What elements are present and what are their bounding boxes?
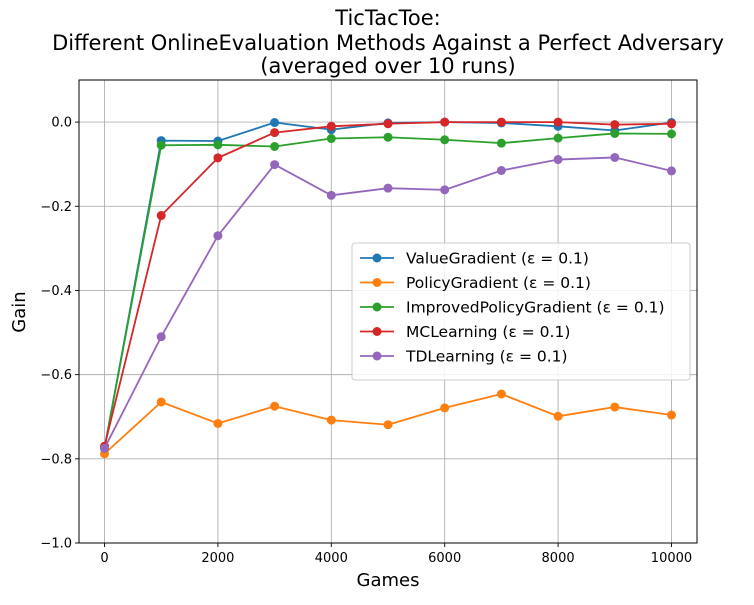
chart-title-line-1: TicTacToe: [334, 6, 440, 30]
legend-box [351, 242, 691, 381]
data-point [610, 120, 620, 130]
legend-item: ImprovedPolicyGradient (ε = 0.1) [360, 299, 665, 317]
series-1 [100, 389, 676, 459]
data-point [383, 132, 393, 142]
legend-label: ImprovedPolicyGradient (ε = 0.1) [406, 299, 665, 317]
plot-frame [78, 79, 698, 544]
series-4 [100, 152, 676, 453]
data-point [156, 211, 166, 221]
data-point [610, 152, 620, 162]
data-point [553, 117, 563, 127]
data-point [326, 415, 336, 425]
legend-marker [372, 351, 382, 361]
series-3 [100, 117, 676, 451]
legend-label: PolicyGradient (ε = 0.1) [406, 274, 591, 292]
y-tick-label: −1.0 [40, 537, 72, 552]
chart-title: TicTacToe: Different OnlineEvaluation Me… [52, 6, 724, 78]
legend-marker [372, 302, 382, 312]
data-point [666, 129, 676, 139]
legend-item: TDLearning (ε = 0.1) [360, 348, 568, 366]
data-point [383, 183, 393, 193]
data-point [496, 138, 506, 148]
chart-title-line-2: Different OnlineEvaluation Methods Again… [52, 31, 724, 55]
chart-title-line-3: (averaged over 10 runs) [260, 54, 515, 78]
legend: ValueGradient (ε = 0.1) PolicyGradient (ε… [351, 242, 691, 381]
legend-marker [372, 253, 382, 263]
data-point [440, 117, 450, 127]
data-point [156, 140, 166, 150]
y-tick-label: −0.8 [40, 452, 72, 467]
data-point [553, 411, 563, 421]
x-tick-label: 0 [100, 551, 108, 566]
x-tick-label: 4000 [315, 551, 348, 566]
data-point [666, 119, 676, 129]
data-point [270, 160, 280, 170]
data-point [100, 443, 110, 453]
data-point [553, 155, 563, 165]
legend-label: ValueGradient (ε = 0.1) [406, 250, 589, 268]
y-tick-label: 0.0 [51, 116, 72, 131]
legend-marker [372, 327, 382, 336]
data-point [156, 332, 166, 342]
data-point [666, 410, 676, 420]
data-point [383, 119, 393, 129]
legend-item: PolicyGradient (ε = 0.1) [360, 274, 591, 292]
data-point [440, 185, 450, 195]
data-point [270, 401, 280, 411]
data-point [496, 165, 506, 175]
data-point [156, 397, 166, 407]
y-tick-label: −0.2 [40, 200, 72, 215]
x-axis-label: Games [357, 570, 420, 591]
legend-item: ValueGradient (ε = 0.1) [360, 250, 589, 268]
data-point [270, 128, 280, 138]
data-point [326, 190, 336, 200]
data-point [213, 140, 223, 150]
data-point [213, 418, 223, 428]
data-point [610, 128, 620, 138]
axis-ticks: 0 2000 4000 6000 8000 10000 −1.0 −0.8 −0.6 −0.4 −0… [40, 116, 692, 566]
data-point [440, 403, 450, 413]
x-tick-label: 2000 [201, 551, 234, 566]
data-point [496, 117, 506, 127]
data-point [213, 153, 223, 163]
x-tick-label: 8000 [542, 551, 575, 566]
data-point [270, 118, 280, 128]
data-point [270, 142, 280, 152]
legend-item: MCLearning (ε = 0.1) [360, 323, 570, 341]
x-tick-label: 6000 [428, 551, 461, 566]
data-point [440, 135, 450, 145]
y-tick-label: −0.4 [40, 284, 72, 299]
plot-series [100, 117, 676, 459]
y-tick-label: −0.6 [40, 368, 72, 383]
x-tick-label: 10000 [651, 551, 692, 566]
legend-label: TDLearning (ε = 0.1) [405, 348, 568, 366]
data-point [326, 121, 336, 131]
data-point [326, 134, 336, 144]
data-point [383, 420, 393, 430]
data-point [553, 133, 563, 143]
data-point [496, 389, 506, 399]
data-point [666, 166, 676, 176]
data-point [213, 231, 223, 241]
data-point [610, 402, 620, 412]
y-axis-label: Gain [9, 291, 30, 332]
legend-marker [372, 278, 382, 287]
legend-label: MCLearning (ε = 0.1) [406, 323, 570, 341]
